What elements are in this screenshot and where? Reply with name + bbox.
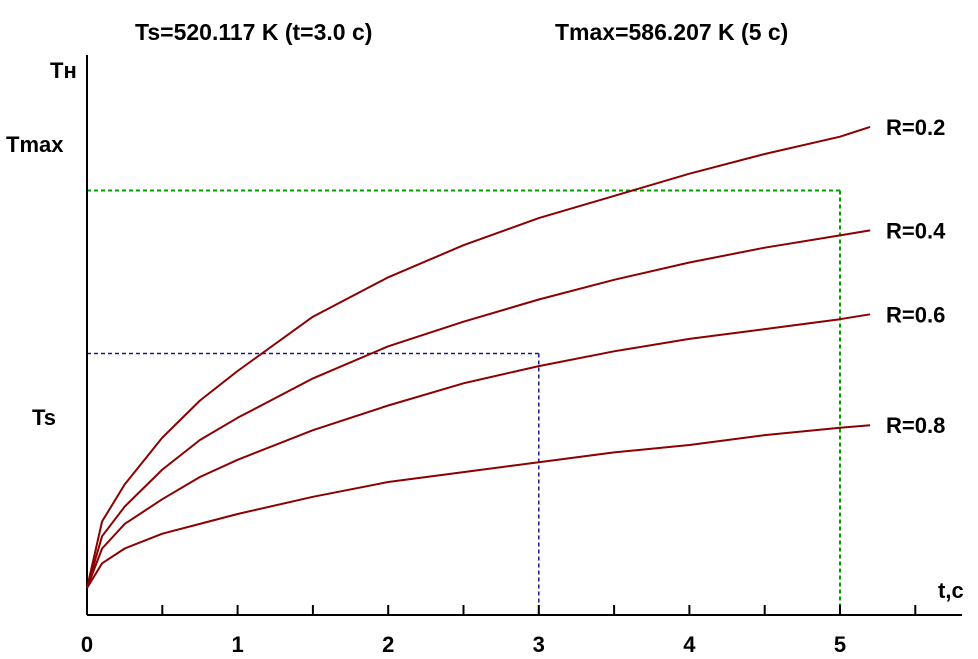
curve-R-0-4 — [86, 229, 871, 589]
tmax-header: Tmax=586.207 K (5 c) — [555, 19, 788, 45]
series-label: R=0.2 — [886, 115, 945, 140]
x-axis-label: t,c — [938, 578, 964, 603]
curve-R-0-8 — [86, 424, 871, 589]
ts-label: Ts — [32, 405, 56, 430]
x-tick-label: 0 — [81, 632, 93, 657]
tmax-label: Tmax — [6, 132, 64, 157]
series-label: R=0.4 — [886, 218, 946, 243]
x-tick-label: 4 — [683, 632, 696, 657]
ts-header: Ts=520.117 K (t=3.0 c) — [135, 19, 372, 45]
curve-R-0-2 — [86, 125, 871, 589]
x-tick-label: 5 — [834, 632, 846, 657]
x-tick-label: 3 — [533, 632, 545, 657]
guide-lines — [87, 189, 841, 615]
x-tick-label: 1 — [231, 632, 243, 657]
curve-R-0-6 — [86, 313, 871, 589]
series-label: R=0.6 — [886, 302, 945, 327]
axes — [86, 55, 962, 616]
x-tick-label: 2 — [382, 632, 394, 657]
y-axis-label: Tн — [50, 58, 77, 83]
series-label: R=0.8 — [886, 413, 945, 438]
series-labels: R=0.2 R=0.4 R=0.6 R=0.8 — [886, 115, 946, 438]
curves — [86, 125, 871, 589]
x-ticks: 0 1 2 3 4 5 — [81, 605, 917, 657]
